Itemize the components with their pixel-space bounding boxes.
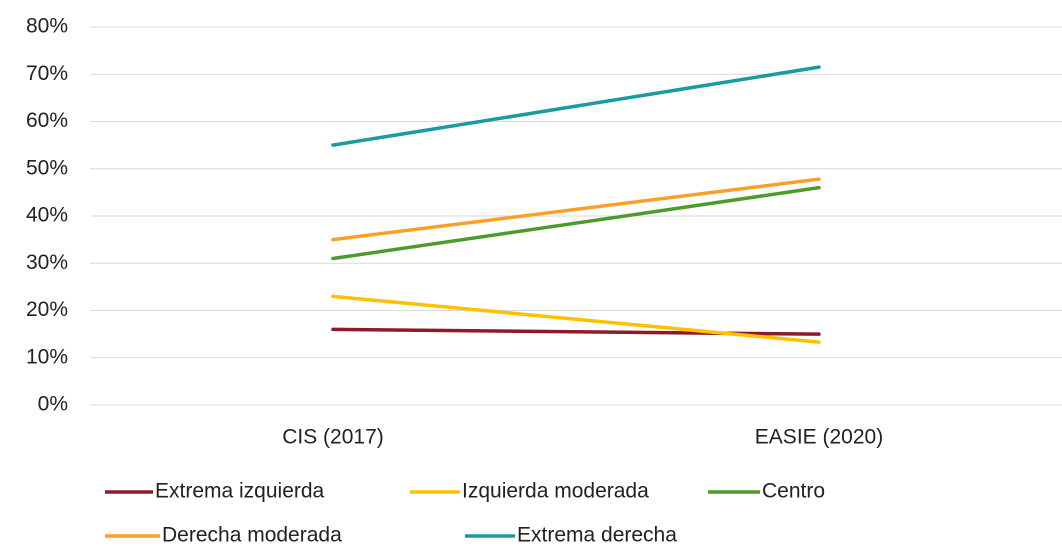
legend-label: Derecha moderada xyxy=(162,524,342,546)
y-tick-label: 60% xyxy=(26,109,68,132)
y-tick-label: 50% xyxy=(26,156,68,179)
y-tick-label: 80% xyxy=(26,15,68,38)
y-tick-label: 0% xyxy=(38,393,68,416)
y-tick-label: 30% xyxy=(26,251,68,274)
series-line xyxy=(331,327,821,336)
x-tick-label: CIS (2017) xyxy=(282,426,384,449)
y-tick-label: 40% xyxy=(26,204,68,227)
series-line xyxy=(331,65,821,147)
legend-label: Extrema izquierda xyxy=(155,480,325,503)
y-tick-label: 10% xyxy=(26,345,68,368)
y-tick-label: 70% xyxy=(26,62,68,85)
legend-label: Izquierda moderada xyxy=(462,480,649,503)
legend-label: Extrema derecha xyxy=(517,524,677,546)
y-tick-label: 20% xyxy=(26,298,68,321)
legend-label: Centro xyxy=(762,480,825,503)
series-line xyxy=(331,294,821,344)
x-tick-label: EASIE (2020) xyxy=(755,426,883,449)
series-line xyxy=(331,177,821,242)
series-line xyxy=(331,185,821,261)
